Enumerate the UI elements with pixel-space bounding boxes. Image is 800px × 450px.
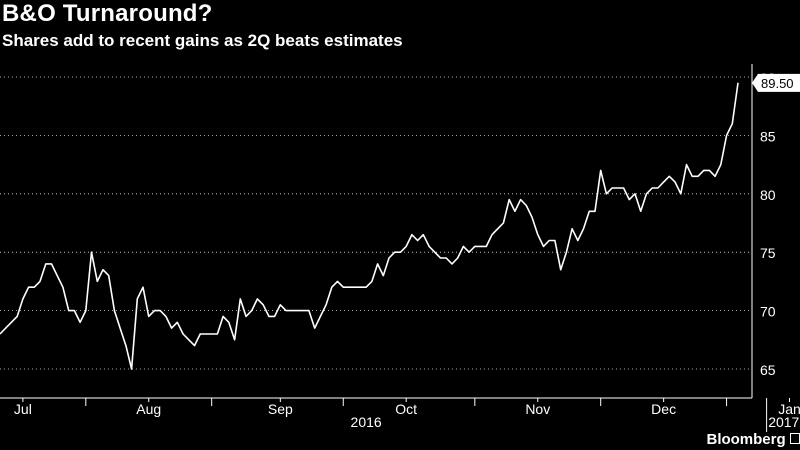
x-tick-label-dec: Dec bbox=[651, 401, 676, 417]
y-tick-label-65: 65 bbox=[760, 362, 776, 378]
year-label-2017: 2017 bbox=[768, 414, 799, 430]
chart-title: B&O Turnaround? bbox=[2, 0, 213, 27]
x-tick-label-jul: Jul bbox=[14, 401, 32, 417]
y-tick-label-70: 70 bbox=[760, 304, 776, 320]
year-label-2016: 2016 bbox=[351, 414, 382, 430]
y-tick-label-75: 75 bbox=[760, 245, 776, 261]
y-tick-label-85: 85 bbox=[760, 128, 776, 144]
x-tick-label-oct: Oct bbox=[395, 401, 417, 417]
bloomberg-logo-icon bbox=[790, 433, 800, 444]
last-value-label: 89.50 bbox=[761, 76, 794, 91]
last-value-box bbox=[752, 73, 800, 92]
bloomberg-logo: Bloomberg bbox=[706, 431, 786, 448]
x-tick-label-aug: Aug bbox=[136, 401, 161, 417]
y-tick-label-80: 80 bbox=[760, 187, 776, 203]
x-tick-label-jan: Jan bbox=[778, 401, 800, 417]
chart-subtitle: Shares add to recent gains as 2Q beats e… bbox=[2, 31, 403, 50]
x-tick-label-nov: Nov bbox=[525, 401, 550, 417]
x-tick-label-sep: Sep bbox=[268, 401, 293, 417]
series-line bbox=[0, 82, 739, 370]
